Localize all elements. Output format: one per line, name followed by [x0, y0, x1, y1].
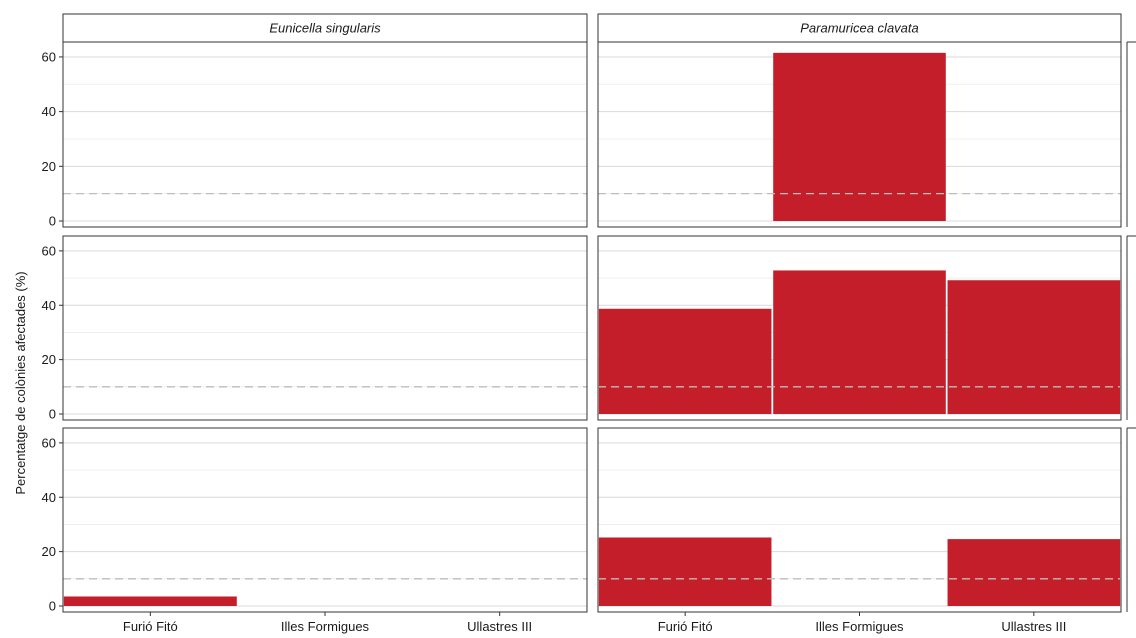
facet-panel	[597, 41, 1136, 228]
x-tick-label: Illes Formigues	[815, 619, 904, 634]
bar	[598, 308, 772, 414]
panel-border	[62, 427, 588, 613]
y-tick-label: 0	[49, 214, 56, 229]
bar	[63, 596, 237, 606]
bar	[947, 280, 1121, 414]
facet-panel: 0 20 40 60	[42, 41, 588, 229]
y-tick-label: 0	[49, 407, 56, 422]
y-tick-label: 40	[42, 298, 56, 313]
bar	[598, 537, 772, 606]
y-tick-label: 20	[42, 159, 56, 174]
x-tick-labels: Furió Fitó Illes Formigues Ullastres III Fu…	[123, 612, 1066, 634]
y-axis-title: Percentatge de colònies afectades (%)	[13, 271, 28, 494]
facet-panel	[597, 235, 1136, 421]
facet-strips: Eunicella singularis Paramuricea clavata	[62, 13, 1122, 43]
facet-panel	[597, 427, 1136, 613]
y-tick-label: 20	[42, 352, 56, 367]
y-tick-label: 20	[42, 544, 56, 559]
facet-strip	[597, 13, 1122, 43]
x-tick-label: Ullastres III	[1001, 619, 1066, 634]
panel-border	[62, 235, 588, 421]
facet-panel: 0 20 40 60	[42, 427, 588, 614]
x-tick-label: Ullastres III	[467, 619, 532, 634]
bar	[773, 270, 946, 414]
y-tick-label: 60	[42, 243, 56, 258]
panel-border	[597, 41, 1122, 228]
y-tick-label: 40	[42, 104, 56, 119]
y-tick-label: 40	[42, 490, 56, 505]
y-tick-label: 60	[42, 49, 56, 64]
panel-border	[62, 41, 588, 228]
facet-title: Paramuricea clavata	[800, 21, 919, 36]
bar	[773, 52, 946, 221]
x-tick-label: Furió Fitó	[123, 619, 178, 634]
x-tick-label: Furió Fitó	[658, 619, 713, 634]
bar	[947, 539, 1121, 606]
facet-panels: 0 20 40 60 0 20 40 60 0 20 40 60	[42, 41, 1136, 614]
x-tick-label: Illes Formigues	[281, 619, 370, 634]
y-tick-label: 0	[49, 599, 56, 614]
facet-title: Eunicella singularis	[269, 21, 381, 36]
facet-strip	[62, 13, 588, 43]
panel-border	[597, 235, 1122, 421]
y-tick-label: 60	[42, 435, 56, 450]
facet-panel: 0 20 40 60	[42, 235, 588, 422]
